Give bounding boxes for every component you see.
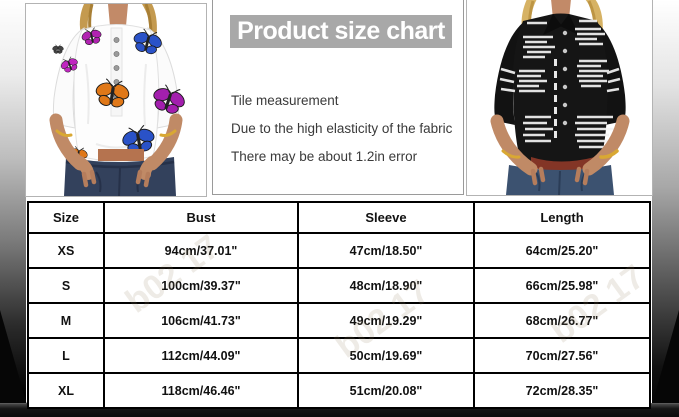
- cell-size: XS: [27, 232, 105, 269]
- note-line: Due to the high elasticity of the fabric: [231, 121, 453, 136]
- cell-size: L: [27, 337, 105, 374]
- white-print-pattern: [499, 19, 621, 149]
- measurement-notes: Tile measurement Due to the high elastic…: [231, 87, 452, 171]
- cell-sleeve: 47cm/18.50": [297, 232, 475, 269]
- cell-sleeve: 50cm/19.69": [297, 337, 475, 374]
- gold-bracelet-left: [501, 149, 521, 159]
- note-line: There may be about 1.2in error: [231, 149, 418, 164]
- gold-bracelet-left: [55, 129, 73, 137]
- vertical-print-marks: [554, 59, 557, 138]
- column-header-size: Size: [27, 201, 105, 234]
- arms-hands: [490, 114, 630, 186]
- table-row: XS 94cm/37.01" 47cm/18.50" 64cm/25.20": [27, 232, 651, 269]
- gold-bracelet-right: [599, 149, 619, 159]
- product-photo-abstract-top: [466, 0, 653, 196]
- cell-bust: 100cm/39.37": [103, 267, 299, 304]
- abstract-top-illustration: [490, 0, 630, 195]
- button-placket: [110, 27, 123, 117]
- arms-hands: [49, 113, 183, 188]
- midriff-skin: [98, 149, 144, 161]
- shirt-buttons: [562, 30, 568, 126]
- cell-size: S: [27, 267, 105, 304]
- page-title: Product size chart: [230, 15, 452, 48]
- table-row: L 112cm/44.09" 50cm/19.69" 70cm/27.56": [27, 337, 651, 374]
- neck-skin: [108, 4, 128, 30]
- cell-bust: 106cm/41.73": [103, 302, 299, 339]
- cell-length: 72cm/28.35": [473, 372, 651, 409]
- column-header-bust: Bust: [103, 201, 299, 234]
- product-photo-butterfly-top: [25, 3, 207, 197]
- column-header-sleeve: Sleeve: [297, 201, 475, 234]
- cell-bust: 118cm/46.46": [103, 372, 299, 409]
- gold-bracelet-right: [159, 129, 177, 137]
- cell-size: XL: [27, 372, 105, 409]
- cell-length: 64cm/25.20": [473, 232, 651, 269]
- table-row: S 100cm/39.37" 48cm/18.90" 66cm/25.98": [27, 267, 651, 304]
- cell-bust: 112cm/44.09": [103, 337, 299, 374]
- cell-sleeve: 48cm/18.90": [297, 267, 475, 304]
- cell-bust: 94cm/37.01": [103, 232, 299, 269]
- butterfly-top-illustration: [49, 4, 191, 196]
- note-line: Tile measurement: [231, 93, 339, 108]
- table-row: XL 118cm/46.46" 51cm/20.08" 72cm/28.35": [27, 372, 651, 409]
- cell-size: M: [27, 302, 105, 339]
- table-row: M 106cm/41.73" 49cm/19.29" 68cm/26.77": [27, 302, 651, 339]
- size-table: Size Bust Sleeve Length XS 94cm/37.01" 4…: [27, 201, 651, 409]
- header-row: Size Bust Sleeve Length: [27, 201, 651, 234]
- cell-sleeve: 49cm/19.29": [297, 302, 475, 339]
- column-header-length: Length: [473, 201, 651, 234]
- cell-length: 66cm/25.98": [473, 267, 651, 304]
- info-panel: Product size chart Tile measurement Due …: [212, 0, 464, 195]
- cell-length: 68cm/26.77": [473, 302, 651, 339]
- cell-sleeve: 51cm/20.08": [297, 372, 475, 409]
- cell-length: 70cm/27.56": [473, 337, 651, 374]
